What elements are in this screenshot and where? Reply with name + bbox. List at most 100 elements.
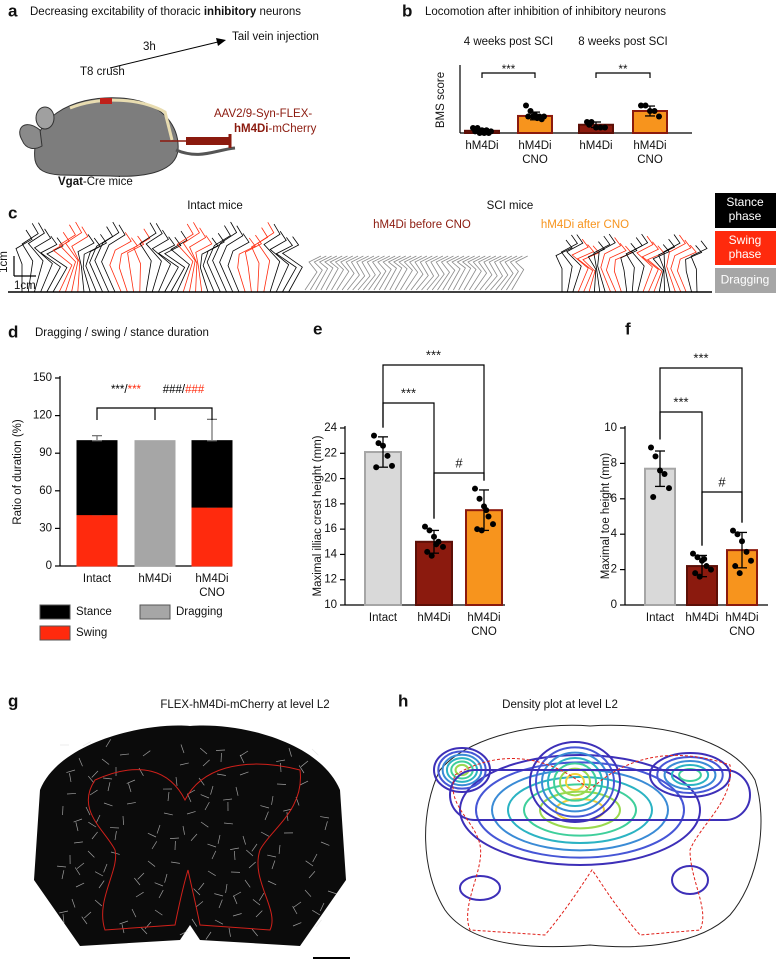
mouse-label: Vgat-Cre mice [58, 176, 133, 188]
fiber [69, 773, 72, 783]
stick [605, 243, 627, 293]
data-point [648, 444, 654, 451]
fiber [293, 901, 302, 908]
data-point [666, 485, 672, 492]
x-tick-label: hM4Di [417, 612, 450, 624]
y-tick-label: 12 [324, 574, 337, 586]
stick [641, 241, 660, 293]
stick [206, 225, 231, 293]
data-point [593, 124, 599, 131]
stick [410, 255, 428, 291]
data-point [656, 113, 662, 120]
data-point [529, 113, 536, 120]
stick [52, 232, 73, 293]
stick [77, 234, 95, 293]
data-point [472, 128, 479, 135]
stick [176, 223, 194, 293]
fiber [57, 865, 67, 868]
fiber [239, 754, 245, 764]
stick [600, 237, 622, 293]
virus-label: hM4Di-mCherry [234, 123, 317, 135]
title-part: neurons [256, 6, 301, 18]
legend-label: Stance [76, 606, 112, 618]
fiber [119, 753, 129, 756]
fiber [71, 898, 76, 908]
fiber [199, 747, 208, 755]
fiber [62, 914, 65, 924]
contour [547, 757, 603, 807]
fiber [271, 860, 276, 870]
injection-label: Tail vein injection [232, 31, 319, 43]
fiber [103, 863, 108, 873]
fiber [200, 821, 209, 828]
stick [309, 255, 327, 291]
fiber [267, 854, 277, 858]
fiber [288, 747, 292, 757]
fiber [198, 777, 205, 786]
virus-part: hM4Di [234, 123, 269, 135]
panel-letter: e [313, 319, 322, 338]
significance: *** [426, 347, 441, 362]
mouse-part: -Cre mice [83, 176, 133, 188]
fiber [74, 867, 81, 876]
y-tick-label: 6 [611, 493, 617, 505]
fiber [126, 802, 136, 805]
legend-swatch [715, 193, 776, 228]
contour [539, 790, 621, 830]
title-part: Decreasing excitability of thoracic [30, 6, 204, 18]
fiber [98, 880, 105, 889]
fiber [156, 824, 161, 834]
fiber [91, 831, 98, 840]
stick [490, 255, 507, 291]
injury-label: T8 crush [80, 66, 125, 78]
y-tick-label: 14 [324, 548, 337, 560]
y-tick-label: 8 [611, 457, 617, 469]
spinal-cord [69, 98, 174, 141]
stick [625, 237, 643, 293]
significance: ** [619, 64, 628, 76]
fiber [205, 931, 212, 940]
data-point [481, 130, 488, 136]
panel-letter: b [402, 1, 412, 20]
stick [593, 235, 611, 293]
fiber [204, 801, 210, 811]
fiber [78, 757, 83, 767]
stick [352, 255, 369, 291]
fiber [107, 782, 111, 792]
fiber [94, 899, 102, 907]
fiber [91, 770, 99, 778]
panel-letter: c [8, 203, 17, 222]
title-part: inhibitory [204, 6, 257, 18]
fiber [271, 795, 274, 805]
stick [576, 244, 595, 293]
data-point [661, 471, 668, 478]
stick [145, 223, 163, 293]
x-tick-label: CNO [522, 154, 548, 166]
contour [541, 751, 609, 813]
stick [118, 237, 139, 293]
mouse-head [19, 124, 43, 149]
fiber [286, 812, 289, 822]
stick [212, 221, 238, 293]
stick [357, 255, 375, 291]
significance-part: *** [111, 384, 125, 396]
panel-a-art [19, 38, 236, 177]
fiber [142, 750, 151, 757]
fiber [211, 850, 217, 860]
stick [195, 235, 213, 293]
x-tick-label: hM4Di [465, 140, 498, 152]
stick [244, 234, 262, 293]
fiber [276, 759, 286, 762]
stick [421, 255, 438, 291]
fiber [89, 789, 98, 796]
x-tick-label: hM4Di [518, 140, 551, 152]
stick [94, 221, 120, 293]
scale-label: 1cm [0, 251, 10, 273]
data-point [384, 452, 391, 459]
fiber [292, 922, 302, 927]
crush-site [100, 98, 112, 104]
stick [21, 223, 39, 293]
stick [151, 229, 172, 293]
stick [281, 236, 303, 293]
data-point [657, 467, 663, 474]
